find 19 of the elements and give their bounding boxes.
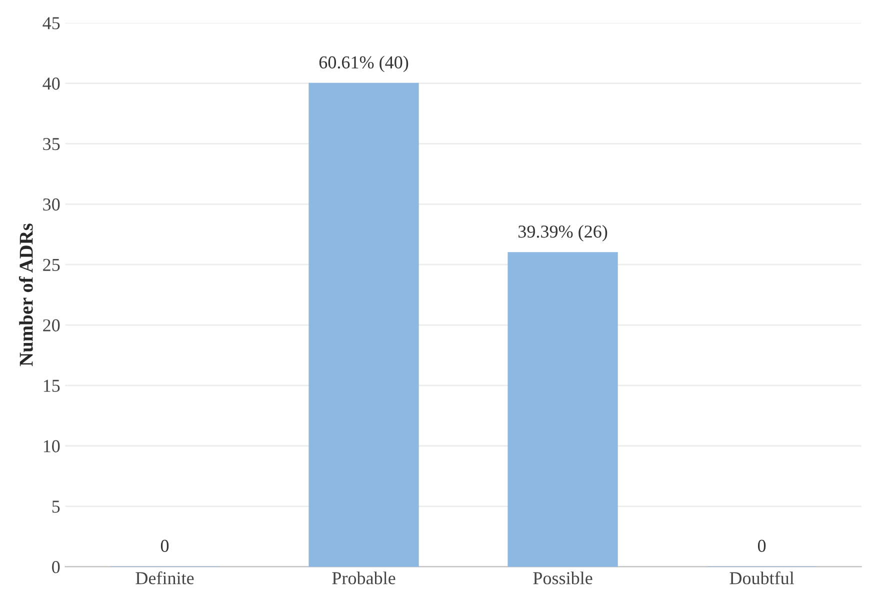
y-tick-label: 0 (52, 561, 60, 574)
data-label: 60.61% (40) (319, 56, 408, 72)
data-label: 39.39% (26) (518, 225, 608, 242)
x-tick-label: Possible (533, 572, 592, 584)
y-tick-label: 45 (42, 17, 60, 30)
y-tick-label: 35 (43, 138, 60, 150)
data-label: 0 (758, 540, 766, 552)
y-tick-label: 30 (43, 198, 60, 211)
x-tick-label: Doubtful (730, 571, 794, 584)
y-axis-title: Number of ADRs (18, 224, 33, 366)
x-tick-label: Definite (136, 571, 194, 584)
y-tick-label: 15 (44, 380, 60, 392)
y-tick-label: 10 (44, 440, 60, 452)
y-tick-label: 5 (52, 500, 60, 513)
y-tick-label: 25 (43, 258, 60, 272)
y-tick-label: 40 (42, 78, 60, 90)
x-tick-label: Probable (332, 572, 396, 584)
y-tick-label: 20 (43, 319, 60, 332)
data-label: 0 (160, 540, 169, 552)
